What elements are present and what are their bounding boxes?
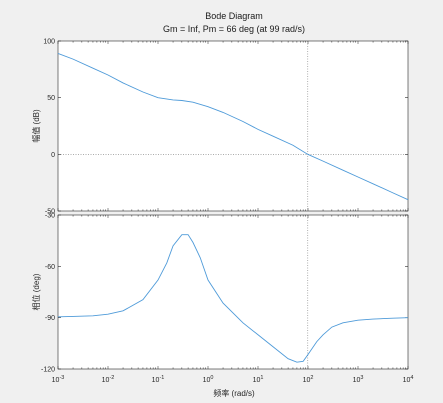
xtick-label: 10-2: [102, 375, 115, 384]
xtick-label: 101: [253, 375, 264, 384]
magnitude-plot-area: [57, 40, 409, 212]
phase-panel: -30 -60 -90 -120 相位 (deg) 10-3 10-2 10-1 100 10…: [31, 213, 413, 399]
magnitude-ylabel: 幅值 (dB): [31, 109, 41, 143]
xtick-label: 104: [403, 375, 414, 384]
xtick-label: 10-1: [152, 375, 165, 384]
phase-ytick-label: -60: [45, 264, 55, 271]
frequency-xlabel: 频率 (rad/s): [213, 388, 255, 398]
phase-ylabel: 相位 (deg): [31, 273, 41, 310]
phase-ytick-label: -30: [45, 213, 55, 220]
phase-series-line: [57, 234, 409, 363]
xtick-label: 103: [353, 375, 364, 384]
xtick-label: 102: [303, 375, 314, 384]
phase-ytick-label: -120: [41, 367, 55, 374]
phase-ytick-label: -90: [45, 315, 55, 322]
magnitude-ytick-label: 100: [43, 39, 55, 46]
xtick-label: 10-3: [52, 375, 65, 384]
phase-plot-area: [57, 214, 409, 370]
magnitude-series-line: [57, 53, 409, 201]
magnitude-ytick-label: 0: [51, 152, 55, 159]
chart-title: Bode Diagram: [205, 11, 263, 21]
magnitude-ytick-label: -50: [45, 209, 55, 216]
xtick-label: 100: [203, 375, 214, 384]
magnitude-ytick-label: 50: [47, 95, 55, 102]
chart-subtitle: Gm = Inf, Pm = 66 deg (at 99 rad/s): [163, 24, 305, 34]
magnitude-panel: 100 50 0 -50 幅值 (dB): [31, 39, 409, 216]
